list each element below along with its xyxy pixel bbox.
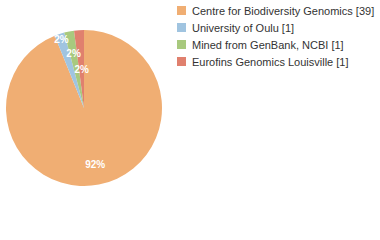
legend-swatch <box>177 23 186 32</box>
data-label: 92% <box>85 159 105 170</box>
data-label: 2% <box>54 34 69 45</box>
pie-slice <box>6 30 162 186</box>
legend-swatch <box>177 57 186 66</box>
chart: 92% 2% 2% 2% Centre for Biodiversity Genomic… <box>0 0 380 240</box>
legend-label: Eurofins Genomics Louisville [1] <box>192 56 349 68</box>
legend-label: University of Oulu [1] <box>192 22 294 34</box>
legend-swatch <box>177 6 186 15</box>
pie <box>6 30 162 186</box>
data-label: 2% <box>66 48 81 59</box>
data-labels: 92% 2% 2% 2% <box>54 34 105 171</box>
legend-label: Mined from GenBank, NCBI [1] <box>192 39 344 51</box>
legend-label: Centre for Biodiversity Genomics [39] <box>192 5 374 17</box>
legend-swatch <box>177 40 186 49</box>
data-label: 2% <box>74 64 89 75</box>
legend: Centre for Biodiversity Genomics [39] Uni… <box>177 5 374 68</box>
